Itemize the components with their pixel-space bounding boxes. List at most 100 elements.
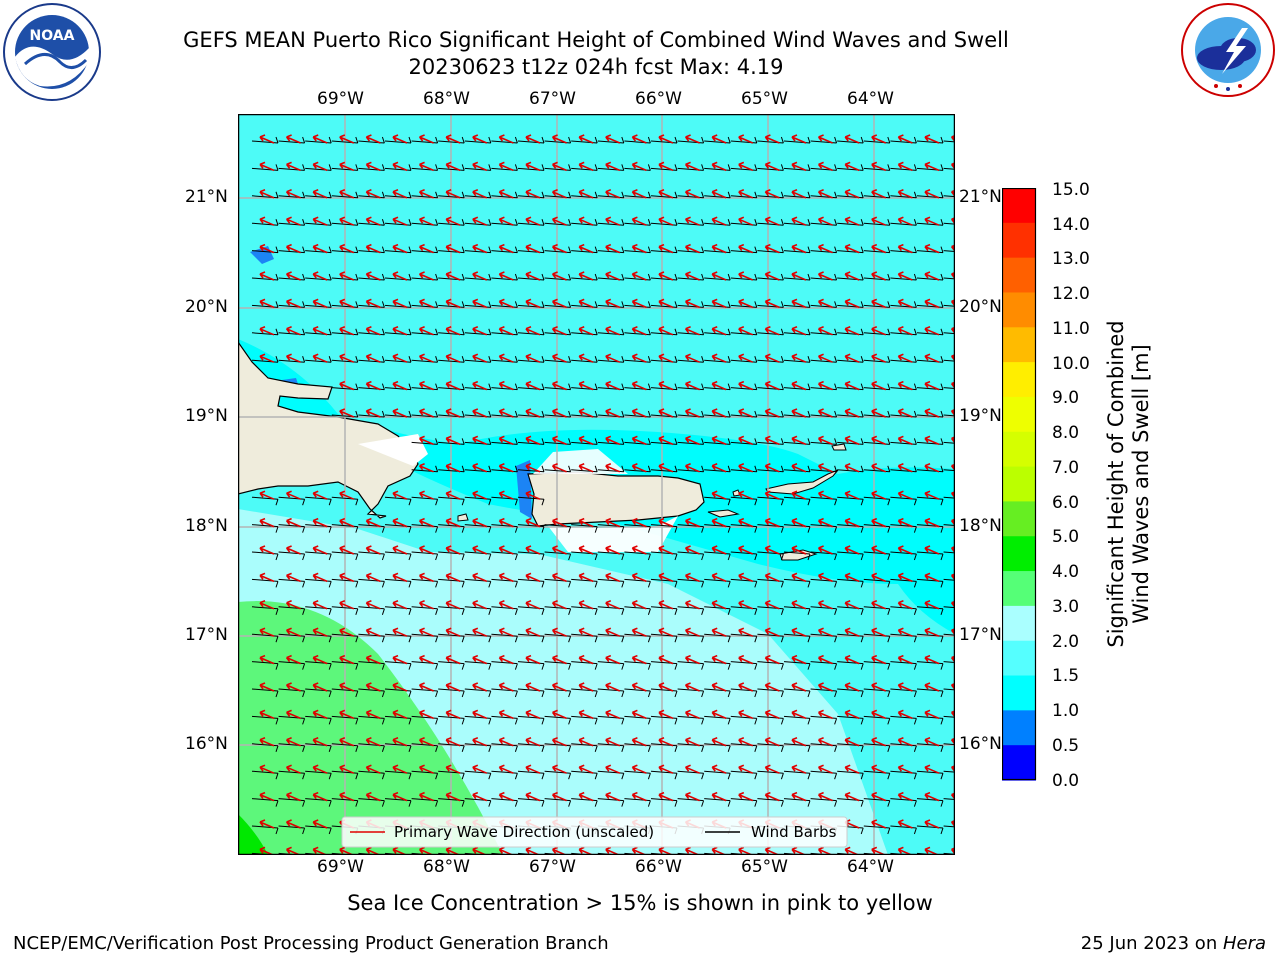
wave-direction-arrow (605, 600, 621, 610)
wave-direction-arrow (339, 682, 355, 692)
wave-direction-arrow (844, 517, 860, 528)
wave-direction-arrow (312, 243, 328, 254)
wave-direction-arrow (578, 380, 594, 391)
wave-direction-arrow (844, 326, 860, 336)
wave-direction-arrow (658, 134, 674, 144)
wave-direction-arrow (711, 764, 727, 774)
noaa-logo: NOAA (3, 3, 101, 101)
wave-direction-arrow (418, 353, 434, 363)
wave-direction-arrow (711, 737, 727, 747)
wave-direction-arrow (392, 408, 408, 418)
colorbar-segment (1002, 605, 1036, 642)
wave-direction-arrow (312, 764, 328, 774)
wave-direction-arrow (711, 709, 727, 720)
wave-direction-arrow (817, 463, 833, 473)
wave-direction-arrow (658, 216, 674, 226)
wave-direction-arrow (259, 600, 275, 610)
wave-direction-arrow (738, 435, 754, 446)
colorbar-segment (1002, 640, 1036, 677)
wave-direction-arrow (871, 517, 887, 528)
wave-direction-arrow (631, 298, 647, 309)
wave-direction-arrow (871, 627, 887, 637)
wave-direction-arrow (605, 572, 621, 583)
wave-direction-arrow (445, 353, 461, 363)
wave-direction-arrow (764, 764, 780, 774)
wave-direction-arrow (631, 709, 647, 720)
wave-direction-arrow (738, 791, 754, 802)
wave-direction-arrow (658, 353, 674, 363)
wave-direction-arrow (871, 216, 887, 226)
wave-direction-arrow (631, 737, 647, 747)
wave-direction-arrow (658, 326, 674, 336)
wave-direction-arrow (684, 134, 700, 144)
wave-direction-arrow (392, 216, 408, 226)
wind-barb (943, 715, 955, 718)
wind-barb (943, 578, 955, 581)
wave-direction-arrow (711, 600, 727, 610)
wave-direction-arrow (418, 791, 434, 802)
wave-direction-arrow (897, 709, 913, 720)
wave-direction-arrow (924, 243, 940, 254)
wave-direction-arrow (578, 545, 594, 555)
wave-direction-arrow (285, 819, 301, 829)
colorbar-segment (1002, 327, 1036, 363)
wave-direction-arrow (339, 490, 355, 500)
wave-direction-arrow (711, 654, 727, 665)
legend-primary-wave-label: Primary Wave Direction (unscaled) (394, 823, 654, 841)
wave-direction-arrow (259, 572, 275, 583)
wave-direction-arrow (684, 545, 700, 555)
wave-direction-arrow (924, 463, 940, 473)
wave-direction-arrow (498, 298, 514, 309)
wave-direction-arrow (445, 737, 461, 747)
cbar-tick: 2.0 (1052, 632, 1080, 652)
wave-direction-arrow (897, 298, 913, 309)
wave-direction-arrow (897, 737, 913, 747)
wave-direction-arrow (871, 380, 887, 391)
wave-direction-arrow (392, 791, 408, 802)
wave-direction-arrow (605, 380, 621, 391)
wave-direction-arrow (392, 682, 408, 692)
wave-direction-arrow (605, 709, 621, 720)
wave-direction-arrow (791, 216, 807, 226)
wave-direction-arrow (924, 517, 940, 528)
wave-direction-arrow (658, 189, 674, 199)
wave-direction-arrow (871, 490, 887, 500)
wind-barb (943, 852, 955, 855)
wave-direction-arrow (578, 189, 594, 199)
wave-direction-arrow (312, 490, 328, 500)
wave-direction-arrow (871, 189, 887, 199)
wave-direction-arrow (631, 216, 647, 226)
wave-direction-arrow (525, 627, 541, 637)
wave-direction-arrow (924, 819, 940, 829)
wave-direction-arrow (684, 435, 700, 446)
lat-tick-right-16n: 16°N (959, 734, 1002, 754)
wave-direction-arrow (605, 545, 621, 555)
colorbar-segment (1002, 257, 1036, 294)
wave-direction-arrow (525, 682, 541, 692)
wave-direction-arrow (844, 298, 860, 309)
wave-direction-arrow (418, 243, 434, 254)
wave-direction-arrow (684, 298, 700, 309)
wave-direction-arrow (578, 353, 594, 363)
wave-direction-arrow (312, 298, 328, 309)
wave-direction-arrow (738, 189, 754, 199)
wave-direction-arrow (658, 463, 674, 473)
wave-direction-arrow (711, 189, 727, 199)
wave-direction-arrow (339, 271, 355, 281)
wave-direction-arrow (791, 517, 807, 528)
wave-direction-arrow (605, 353, 621, 363)
wave-direction-arrow (817, 791, 833, 802)
wave-direction-arrow (605, 654, 621, 665)
wave-direction-arrow (605, 216, 621, 226)
wave-direction-arrow (764, 654, 780, 665)
wave-direction-arrow (791, 134, 807, 144)
cbar-tick: 15.0 (1052, 180, 1090, 200)
lat-tick-right-17n: 17°N (959, 625, 1002, 645)
wave-direction-arrow (897, 682, 913, 692)
wave-direction-arrow (551, 463, 567, 473)
wave-direction-arrow (817, 216, 833, 226)
wave-direction-arrow (738, 271, 754, 281)
lon-tick-top-64w: 64°W (847, 89, 894, 109)
wave-direction-arrow (631, 189, 647, 199)
wind-barb (943, 277, 955, 280)
